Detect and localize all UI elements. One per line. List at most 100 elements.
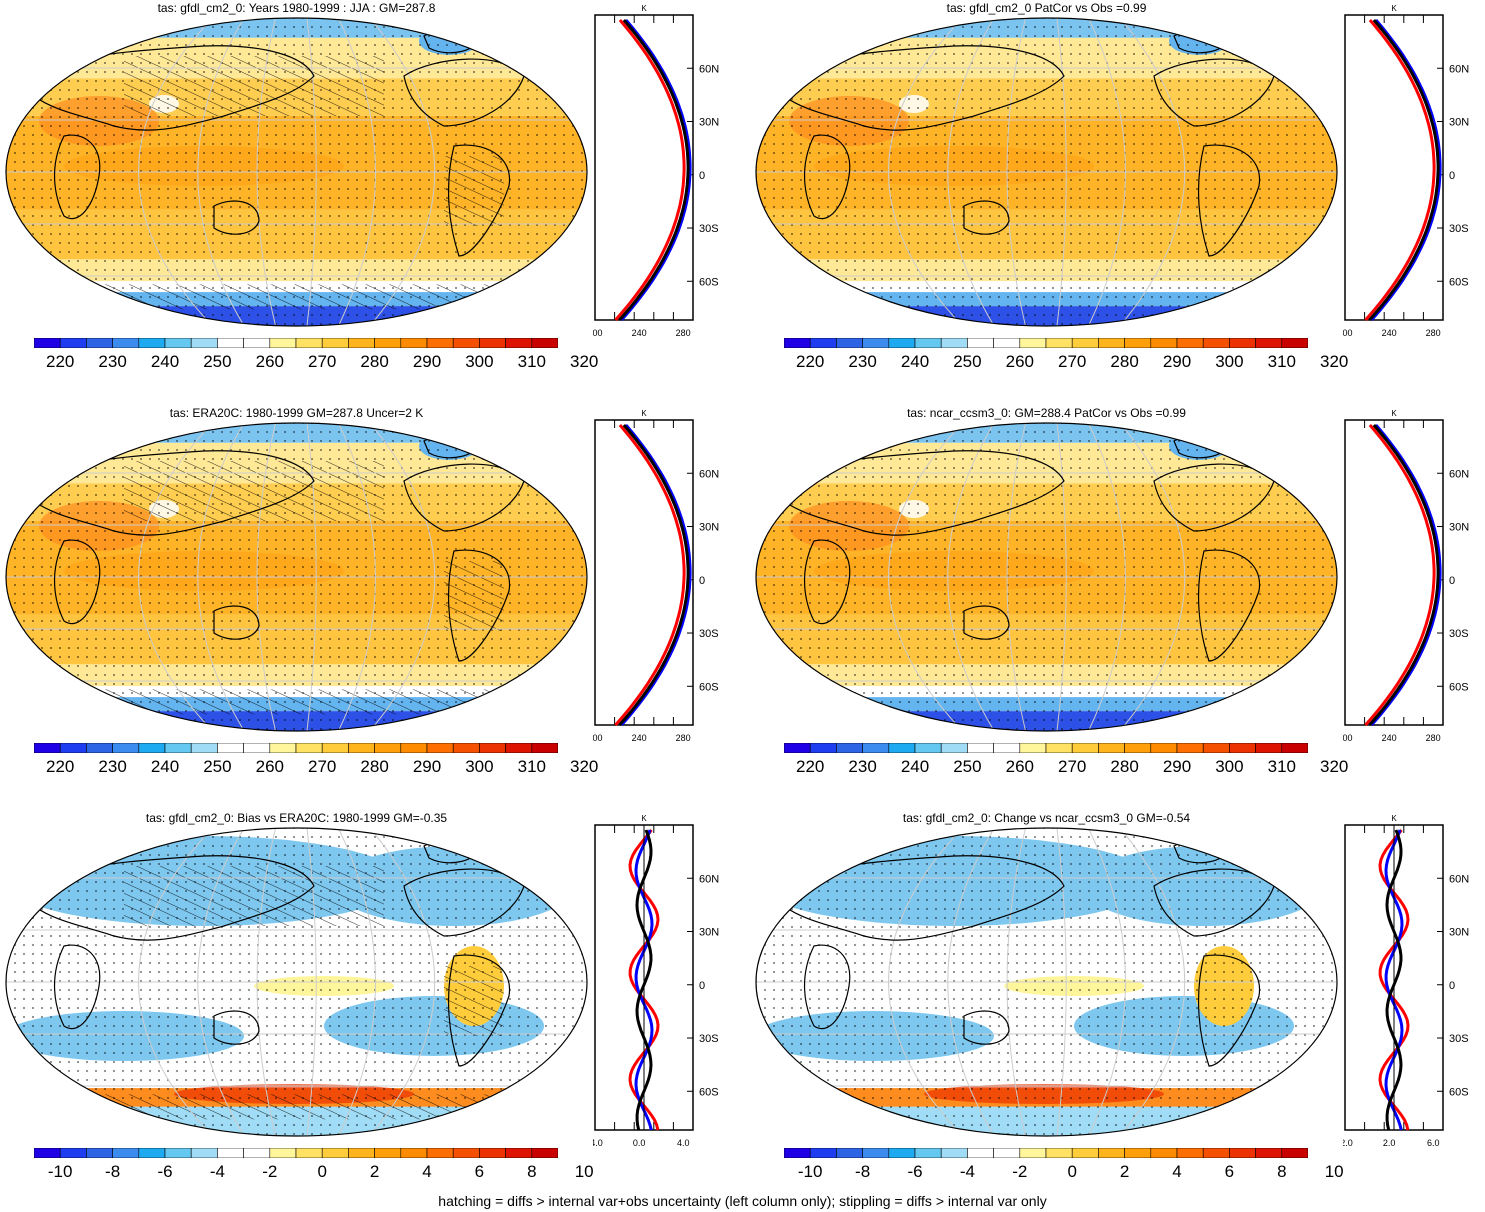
colorbar-label: -6 [157,1162,173,1181]
colorbar-label: 280 [1110,352,1139,371]
colorbar-swatch [217,1148,244,1158]
profile-xtick: 280 [676,733,691,743]
colorbar-swatch [531,743,558,753]
profile-xtick: 0.0 [633,1138,646,1148]
colorbar-swatch [59,743,87,753]
colorbar-label: 8 [1277,1162,1287,1181]
colorbar-swatch [940,1148,968,1158]
colorbar-swatch [1281,743,1308,753]
colorbar-label: 300 [1215,352,1244,371]
map-title: tas: ncar_ccsm3_0: GM=288.4 PatCor vs Ob… [907,406,1186,420]
colorbar-label: 250 [953,352,982,371]
lat-label: 60S [1449,1086,1469,1098]
lat-label: 60S [1449,276,1469,288]
colorbar [784,338,1308,348]
lat-label: 0 [1449,980,1455,992]
profile-line [1378,829,1410,1131]
units-label: K [1391,5,1397,13]
colorbar-swatch [479,338,506,348]
colorbar-swatch [374,1148,402,1158]
colorbar-swatch [1045,1148,1073,1158]
colorbar-swatch [888,743,916,753]
map-title: tas: gfdl_cm2_0: Years 1980-1999 : JJA :… [157,1,436,15]
colorbar-swatch [452,743,480,753]
colorbar-swatch [1098,338,1125,348]
colorbar-swatch [321,338,349,348]
colorbar-label: 280 [1110,757,1139,776]
zonal-profile: K 60N 30N 0 30S 60S 200 240 280 [593,5,719,338]
colorbar-swatch [993,338,1021,348]
lat-label: 30S [1449,628,1469,640]
profile-line [1368,19,1440,321]
colorbar-label: 10 [1324,1162,1344,1181]
map-title: tas: ERA20C: 1980-1999 GM=287.8 Uncer=2 … [169,406,424,420]
colorbar-label: 310 [1267,352,1296,371]
colorbar-swatch [217,743,244,753]
colorbar-swatch [479,743,506,753]
colorbar-swatch [86,743,113,753]
map-title: tas: gfdl_cm2_0 PatCor vs Obs =0.99 [946,1,1147,15]
colorbar-swatch [295,1148,323,1158]
colorbar-swatch [374,743,402,753]
colorbar-swatch [1124,743,1152,753]
colorbar-label: 260 [1005,352,1034,371]
lat-label: 0 [1449,170,1455,182]
profile-xtick: 240 [1382,733,1397,743]
units-label: K [641,5,647,13]
colorbar-label: 8 [527,1162,537,1181]
colorbar-swatch [295,743,323,753]
colorbar-swatch [112,1148,140,1158]
lat-label: 60N [699,468,719,480]
colorbar-swatch [1255,338,1283,348]
colorbar-label: 270 [308,757,337,776]
colorbar-swatch [217,338,244,348]
colorbar-label: 280 [360,352,389,371]
zonal-profile: K 60N 30N 0 30S 60S 200 240 280 [1343,410,1469,743]
colorbar-label: 290 [412,352,442,371]
colorbar-label: 220 [46,352,75,371]
colorbar-swatch [86,338,113,348]
profile-line [634,829,654,1131]
lat-label: 30S [699,1033,719,1045]
colorbar-swatch [505,338,533,348]
colorbar-swatch [59,1148,87,1158]
colorbar-label: 260 [255,757,284,776]
colorbar-label: 250 [203,352,232,371]
colorbar-swatch [1019,743,1047,753]
colorbar-label: 230 [98,352,127,371]
colorbar-swatch [426,338,454,348]
colorbar-label: 230 [848,757,877,776]
profile-line [614,19,686,321]
colorbar-swatch [1124,1148,1152,1158]
profile-line [1370,19,1442,321]
colorbar-swatch [531,1148,558,1158]
colorbar-swatch [1229,1148,1256,1158]
colorbar-swatch [426,1148,454,1158]
colorbar-swatch [531,338,558,348]
profile-line [635,829,653,1131]
colorbar-swatch [1255,743,1283,753]
colorbar-label: -2 [262,1162,278,1181]
zonal-profile: K 60N 30N 0 30S 60S -4.0 0.0 4.0 [593,815,719,1148]
colorbar-swatch [1150,743,1178,753]
lat-label: 60N [699,63,719,75]
colorbar-swatch [348,338,375,348]
colorbar-label: 6 [474,1162,485,1181]
lat-label: 30N [699,927,719,939]
colorbar-label: 310 [1267,757,1296,776]
colorbar-label: 290 [1162,757,1192,776]
colorbar-swatch [164,743,192,753]
lat-label: 30S [1449,223,1469,235]
colorbar-swatch [967,1148,994,1158]
colorbar-swatch [1150,338,1178,348]
profile-line [620,19,692,321]
colorbar-label: 300 [1215,757,1244,776]
profile-xtick: 2.0 [1383,1138,1396,1148]
colorbar-label: 240 [150,757,180,776]
profile-line [618,424,690,726]
colorbar [34,1148,558,1158]
colorbar-swatch [164,338,192,348]
colorbar-swatch [190,338,218,348]
colorbar-label: 2 [1119,1162,1130,1181]
colorbar-swatch [1176,1148,1204,1158]
